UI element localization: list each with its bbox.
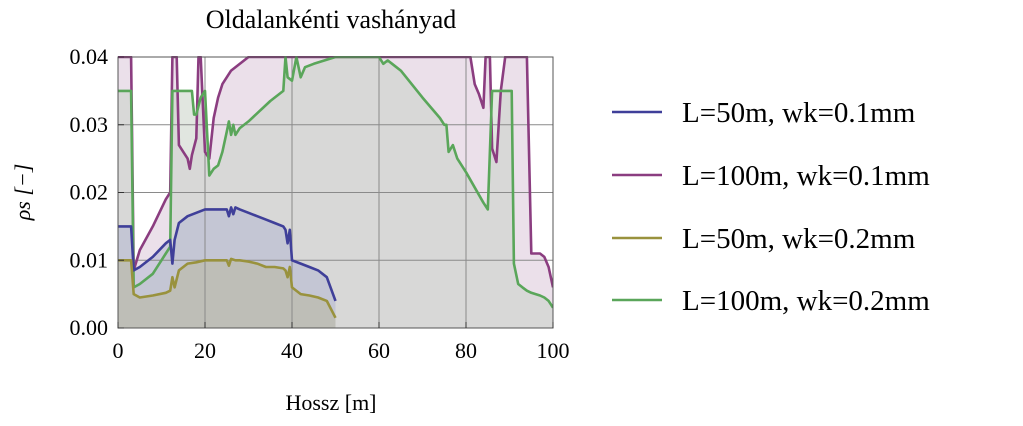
legend-item: L=50m, wk=0.2mm: [612, 223, 916, 255]
series-line: [118, 56, 553, 309]
legend-label: L=50m, wk=0.2mm: [682, 223, 916, 255]
legend-item: L=100m, wk=0.2mm: [612, 285, 930, 317]
x-tick-labels: 0 20 40 60 80 100: [113, 338, 570, 363]
legend-item: L=50m, wk=0.1mm: [612, 97, 916, 129]
x-tick-label: 80: [455, 338, 477, 363]
x-tick-label: 60: [368, 338, 390, 363]
series-line: [118, 206, 337, 302]
y-tick-label: 0.04: [70, 44, 109, 69]
y-tick-label: 0.01: [70, 247, 109, 272]
y-tick-label: 0.00: [70, 315, 109, 340]
x-tick-label: 0: [113, 338, 124, 363]
chart-title: Oldalankénti vashányad: [206, 5, 457, 34]
series-fill: [118, 258, 336, 328]
legend-label: L=50m, wk=0.1mm: [682, 97, 916, 129]
y-tick-label: 0.02: [70, 180, 109, 205]
y-tick-labels: 0.00 0.01 0.02 0.03 0.04: [70, 44, 109, 340]
y-axis-label: ρs [−]: [10, 164, 35, 222]
y-tick-label: 0.03: [70, 112, 109, 137]
grid: [118, 57, 553, 328]
series-line: [118, 257, 337, 319]
axis-ticks: [117, 56, 554, 329]
x-axis-label: Hossz [m]: [285, 390, 376, 415]
x-tick-label: 20: [194, 338, 216, 363]
x-tick-label: 40: [281, 338, 303, 363]
x-tick-label: 100: [537, 338, 570, 363]
legend-label: L=100m, wk=0.2mm: [682, 285, 930, 317]
legend-item: L=100m, wk=0.1mm: [612, 160, 930, 192]
legend-label: L=100m, wk=0.1mm: [682, 160, 930, 192]
legend: L=50m, wk=0.1mm L=100m, wk=0.1mm L=50m, wk…: [612, 97, 930, 317]
